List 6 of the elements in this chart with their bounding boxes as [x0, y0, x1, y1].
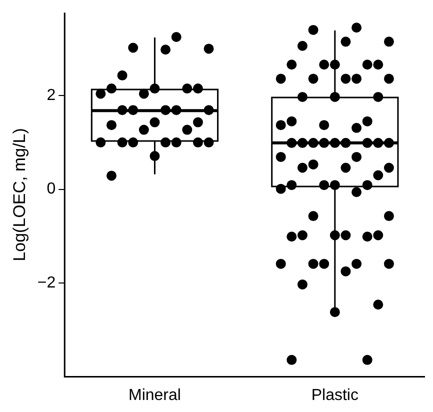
x-tick-label: Mineral [128, 386, 181, 404]
y-tick-label: 0 [46, 180, 56, 198]
y-tick-label: 2 [46, 86, 56, 104]
y-tick-label: −2 [37, 274, 56, 292]
x-tick-label: Plastic [311, 386, 358, 404]
y-axis-title: Log(LOEC, mg/L) [10, 128, 29, 262]
